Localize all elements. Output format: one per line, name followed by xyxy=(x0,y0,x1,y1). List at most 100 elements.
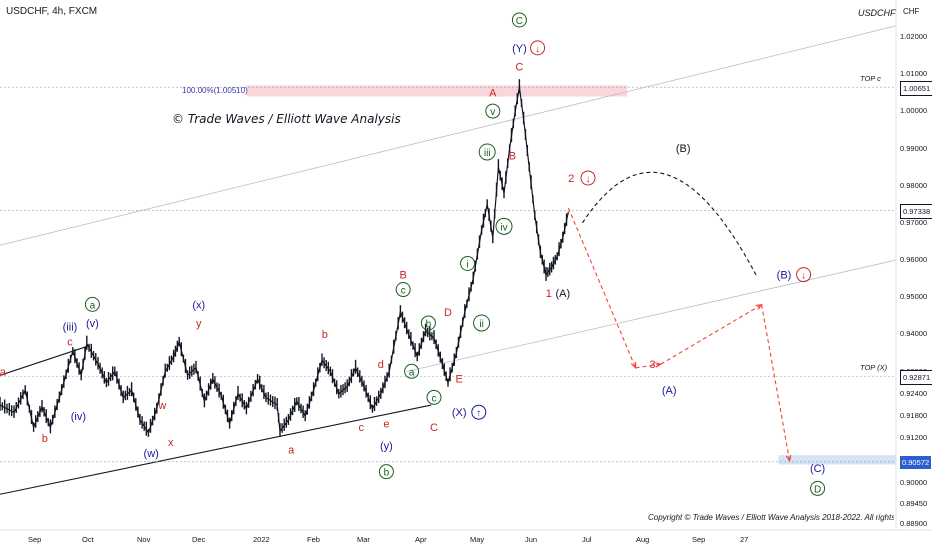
trendline-2 xyxy=(0,25,897,246)
wave-label: B xyxy=(509,151,516,163)
wave-label: D xyxy=(444,307,452,319)
wave-label: a xyxy=(409,367,415,378)
projection-arrowhead-2 xyxy=(755,303,763,310)
wave-label: b xyxy=(42,433,48,445)
wave-label: (y) xyxy=(380,441,393,453)
wave-label: (A) xyxy=(662,385,677,397)
author-watermark: © Trade Waves / Elliott Wave Analysis xyxy=(172,112,401,126)
wave-label: (w) xyxy=(144,448,159,460)
wave-label: b xyxy=(322,329,328,341)
wave-label: c xyxy=(67,337,73,349)
x-tick-label: May xyxy=(470,535,485,544)
wave-label-ring xyxy=(511,12,527,28)
y-tick-label: 1.02000 xyxy=(900,32,928,41)
y-tick-label: 0.96000 xyxy=(900,255,928,265)
wave-label: x xyxy=(168,437,174,449)
x-tick-label: 27 xyxy=(740,535,749,544)
x-tick-label: Feb xyxy=(307,535,320,544)
wave-label: (Y) xyxy=(512,43,527,55)
wave-label-ring xyxy=(460,255,476,271)
projection-segment-3 xyxy=(761,304,791,461)
wave-label: (X) xyxy=(452,407,467,419)
price-tag: 0.90572 xyxy=(900,455,932,469)
y-tick-label: 0.97000 xyxy=(900,217,928,227)
price-tag: 0.92871 xyxy=(900,370,932,386)
wave-label: (A) xyxy=(555,288,570,300)
symbol-tag: USDCHF xyxy=(858,8,896,18)
y-tick-label: 1.00000 xyxy=(900,106,928,116)
wave-label: c xyxy=(401,286,406,297)
wave-label: ↓ xyxy=(586,174,591,185)
x-tick-label: Nov xyxy=(137,535,151,544)
price-tag: 1.00651 xyxy=(900,81,932,97)
y-tick-label: 1.01000 xyxy=(900,69,928,79)
wave-label: (iv) xyxy=(71,411,86,423)
symbol-header[interactable]: USDCHF, 4h, FXCM xyxy=(6,6,98,17)
x-tick-label: Jun xyxy=(525,535,538,544)
wave-label: (iii) xyxy=(63,322,78,334)
y-tick-label: 0.91800 xyxy=(900,411,928,421)
projection-arrowhead-3 xyxy=(785,454,792,463)
wave-label: ↓ xyxy=(801,271,806,282)
wave-label-ring xyxy=(426,389,442,405)
projection-arrowhead-0 xyxy=(630,361,637,370)
projection-segment-0 xyxy=(567,207,637,369)
wave-label: (v) xyxy=(86,318,99,330)
y-tick-label: 0.99000 xyxy=(900,143,928,153)
x-tick-label: Dec xyxy=(192,535,206,544)
wave-label: (x) xyxy=(192,299,205,311)
wave-label: c xyxy=(358,422,364,434)
wave-label-ring xyxy=(395,282,411,298)
y-tick-label: 0.90000 xyxy=(900,478,928,488)
wave-label: b xyxy=(384,468,390,479)
wave-label: ii xyxy=(479,319,483,330)
wave-label: d xyxy=(378,359,384,371)
y-tick-label: 0.98000 xyxy=(900,180,928,190)
wave-label-ring xyxy=(404,363,420,379)
wave-label: a xyxy=(0,366,7,378)
wave-label: iii xyxy=(484,148,491,159)
wave-label: w xyxy=(157,400,166,412)
x-tick-label: Sep xyxy=(692,535,706,544)
target-zone-1 xyxy=(778,455,896,465)
wave-label-ring xyxy=(420,315,436,331)
wave-label: D xyxy=(814,484,821,495)
wave-label-ring xyxy=(495,217,513,235)
x-tick-label: 2022 xyxy=(253,535,270,544)
wave-label: B xyxy=(400,270,407,282)
wave-label: iv xyxy=(500,222,507,233)
x-tick-label: Aug xyxy=(636,535,650,544)
projection-segment-2 xyxy=(660,304,762,365)
x-tick-label: Oct xyxy=(82,535,94,544)
wave-label: y xyxy=(196,318,202,330)
wave-label: C xyxy=(515,61,523,73)
wave-label: C xyxy=(430,422,438,434)
scenario-layer xyxy=(567,171,792,463)
trendlines-layer xyxy=(0,25,897,495)
y-tick-label: 0.94000 xyxy=(900,329,928,339)
trendline-3 xyxy=(405,259,897,372)
wave-label: a xyxy=(288,444,295,456)
wave-label: c xyxy=(432,393,437,404)
wave-label: A xyxy=(489,87,497,99)
x-tick-label: Sep xyxy=(28,535,42,544)
wave-label: a xyxy=(90,300,96,311)
price-line xyxy=(0,87,569,435)
currency-label: CHF xyxy=(903,7,920,16)
wave-label-ring xyxy=(530,40,546,56)
retracement-label: 100.00%(1.00510) xyxy=(182,86,248,95)
wave-label: 1 xyxy=(546,288,552,300)
y-tick-label: 0.89450 xyxy=(900,498,928,508)
price-layer xyxy=(0,79,569,438)
y-tick-label: 0.91200 xyxy=(900,433,928,443)
projection-segment-1 xyxy=(635,363,661,369)
y-tick-label: 0.88900 xyxy=(900,519,928,528)
wave-label-ring xyxy=(810,480,826,496)
wave-label-ring xyxy=(378,464,394,480)
y-tick-label: 0.95000 xyxy=(900,292,928,302)
projection-arc xyxy=(581,171,757,276)
wave-label-ring xyxy=(580,170,596,186)
